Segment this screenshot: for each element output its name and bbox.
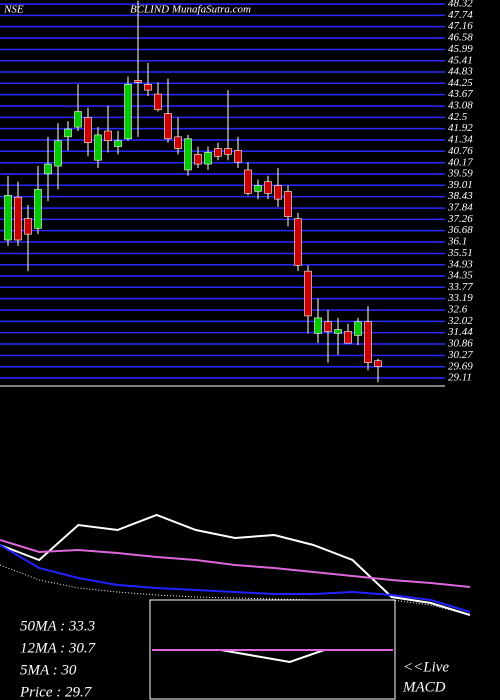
y-tick-label: 36.68 xyxy=(447,224,473,236)
y-tick-label: 46.58 xyxy=(448,31,473,43)
indicator-line xyxy=(0,513,471,616)
macd-title: MACD xyxy=(402,679,446,695)
candle-body xyxy=(54,140,62,167)
macd-box xyxy=(149,599,396,700)
candle-body xyxy=(154,93,162,110)
candle-body xyxy=(104,130,112,142)
y-tick-label: 29.69 xyxy=(448,360,473,372)
y-tick-label: 31.44 xyxy=(447,326,473,338)
ma-label: 12MA : 30.7 xyxy=(20,640,97,656)
candle-body xyxy=(114,140,122,147)
y-tick-label: 45.99 xyxy=(448,43,473,55)
candle-body xyxy=(84,117,92,143)
candle-body xyxy=(354,321,362,336)
indicator-line xyxy=(152,649,393,664)
y-tick-label: 47.74 xyxy=(448,9,473,21)
candle-body xyxy=(364,321,372,363)
candle-body xyxy=(14,196,22,241)
candle-body xyxy=(344,331,352,344)
candle-body xyxy=(304,270,312,317)
candle-body xyxy=(164,113,172,140)
y-tick-label: 30.86 xyxy=(447,337,473,349)
candle-body xyxy=(334,329,342,334)
candle-body xyxy=(274,185,282,200)
y-tick-label: 43.08 xyxy=(448,100,473,112)
indicator-line xyxy=(0,564,471,616)
candle-body xyxy=(244,169,252,194)
live-label: <<Live xyxy=(403,659,449,675)
ma-label: 5MA : 30 xyxy=(20,662,77,678)
y-tick-label: 42.5 xyxy=(448,111,468,123)
candle-body xyxy=(184,138,192,171)
candle-body xyxy=(284,191,292,217)
y-tick-label: 32.6 xyxy=(447,304,468,316)
y-tick-label: 44.25 xyxy=(448,77,473,89)
y-tick-label: 37.84 xyxy=(447,202,473,214)
candle-body xyxy=(194,154,202,165)
y-tick-label: 36.1 xyxy=(447,235,467,247)
candle-body xyxy=(324,321,332,332)
candle-body xyxy=(374,360,382,367)
y-tick-label: 38.43 xyxy=(447,190,473,202)
candle-body xyxy=(144,83,152,91)
candle-body xyxy=(64,128,72,138)
y-tick-label: 44.83 xyxy=(448,66,473,78)
y-tick-label: 43.67 xyxy=(448,88,473,100)
candle-body xyxy=(124,83,132,140)
candle-body xyxy=(234,150,242,163)
y-tick-label: 39.59 xyxy=(447,168,473,180)
candle-body xyxy=(204,152,212,165)
candle-body xyxy=(264,181,272,194)
y-tick-label: 39.01 xyxy=(447,179,473,191)
candle-body xyxy=(174,136,182,149)
chart-title: BCLIND MunafaSutra.com xyxy=(130,4,251,16)
exchange-label: NSE xyxy=(3,4,24,16)
y-tick-label: 41.92 xyxy=(448,122,473,134)
y-tick-label: 35.51 xyxy=(447,247,473,259)
y-tick-label: 40.17 xyxy=(448,156,473,168)
ma-label: Price : 29.7 xyxy=(19,684,93,700)
y-tick-label: 47.16 xyxy=(448,20,473,32)
candle-body xyxy=(314,317,322,334)
ma-label: 50MA : 33.3 xyxy=(20,618,95,634)
y-tick-label: 45.41 xyxy=(448,54,473,66)
candle-body xyxy=(94,134,102,161)
y-tick-label: 40.76 xyxy=(448,145,473,157)
y-tick-label: 32.02 xyxy=(447,315,473,327)
y-tick-label: 34.35 xyxy=(447,270,473,282)
candle-body xyxy=(294,218,302,266)
candle-body xyxy=(34,189,42,229)
candle-body xyxy=(24,218,32,235)
y-tick-label: 34.93 xyxy=(447,258,473,270)
y-tick-label: 41.34 xyxy=(448,133,473,145)
candle-body xyxy=(134,80,142,83)
y-tick-label: 30.27 xyxy=(447,349,473,361)
candle-body xyxy=(254,185,262,192)
y-tick-label: 37.26 xyxy=(447,213,473,225)
y-tick-label: 33.19 xyxy=(447,292,473,304)
indicator-line xyxy=(0,539,471,588)
candle-body xyxy=(224,148,232,155)
candle-body xyxy=(214,148,222,157)
candle-body xyxy=(4,194,12,241)
candle-body xyxy=(44,163,52,175)
indicator-line xyxy=(0,544,471,613)
candle-body xyxy=(74,111,82,128)
y-tick-label: 29.11 xyxy=(448,372,472,384)
y-tick-label: 33.77 xyxy=(447,281,473,293)
y-tick-label: 48.32 xyxy=(448,0,473,10)
